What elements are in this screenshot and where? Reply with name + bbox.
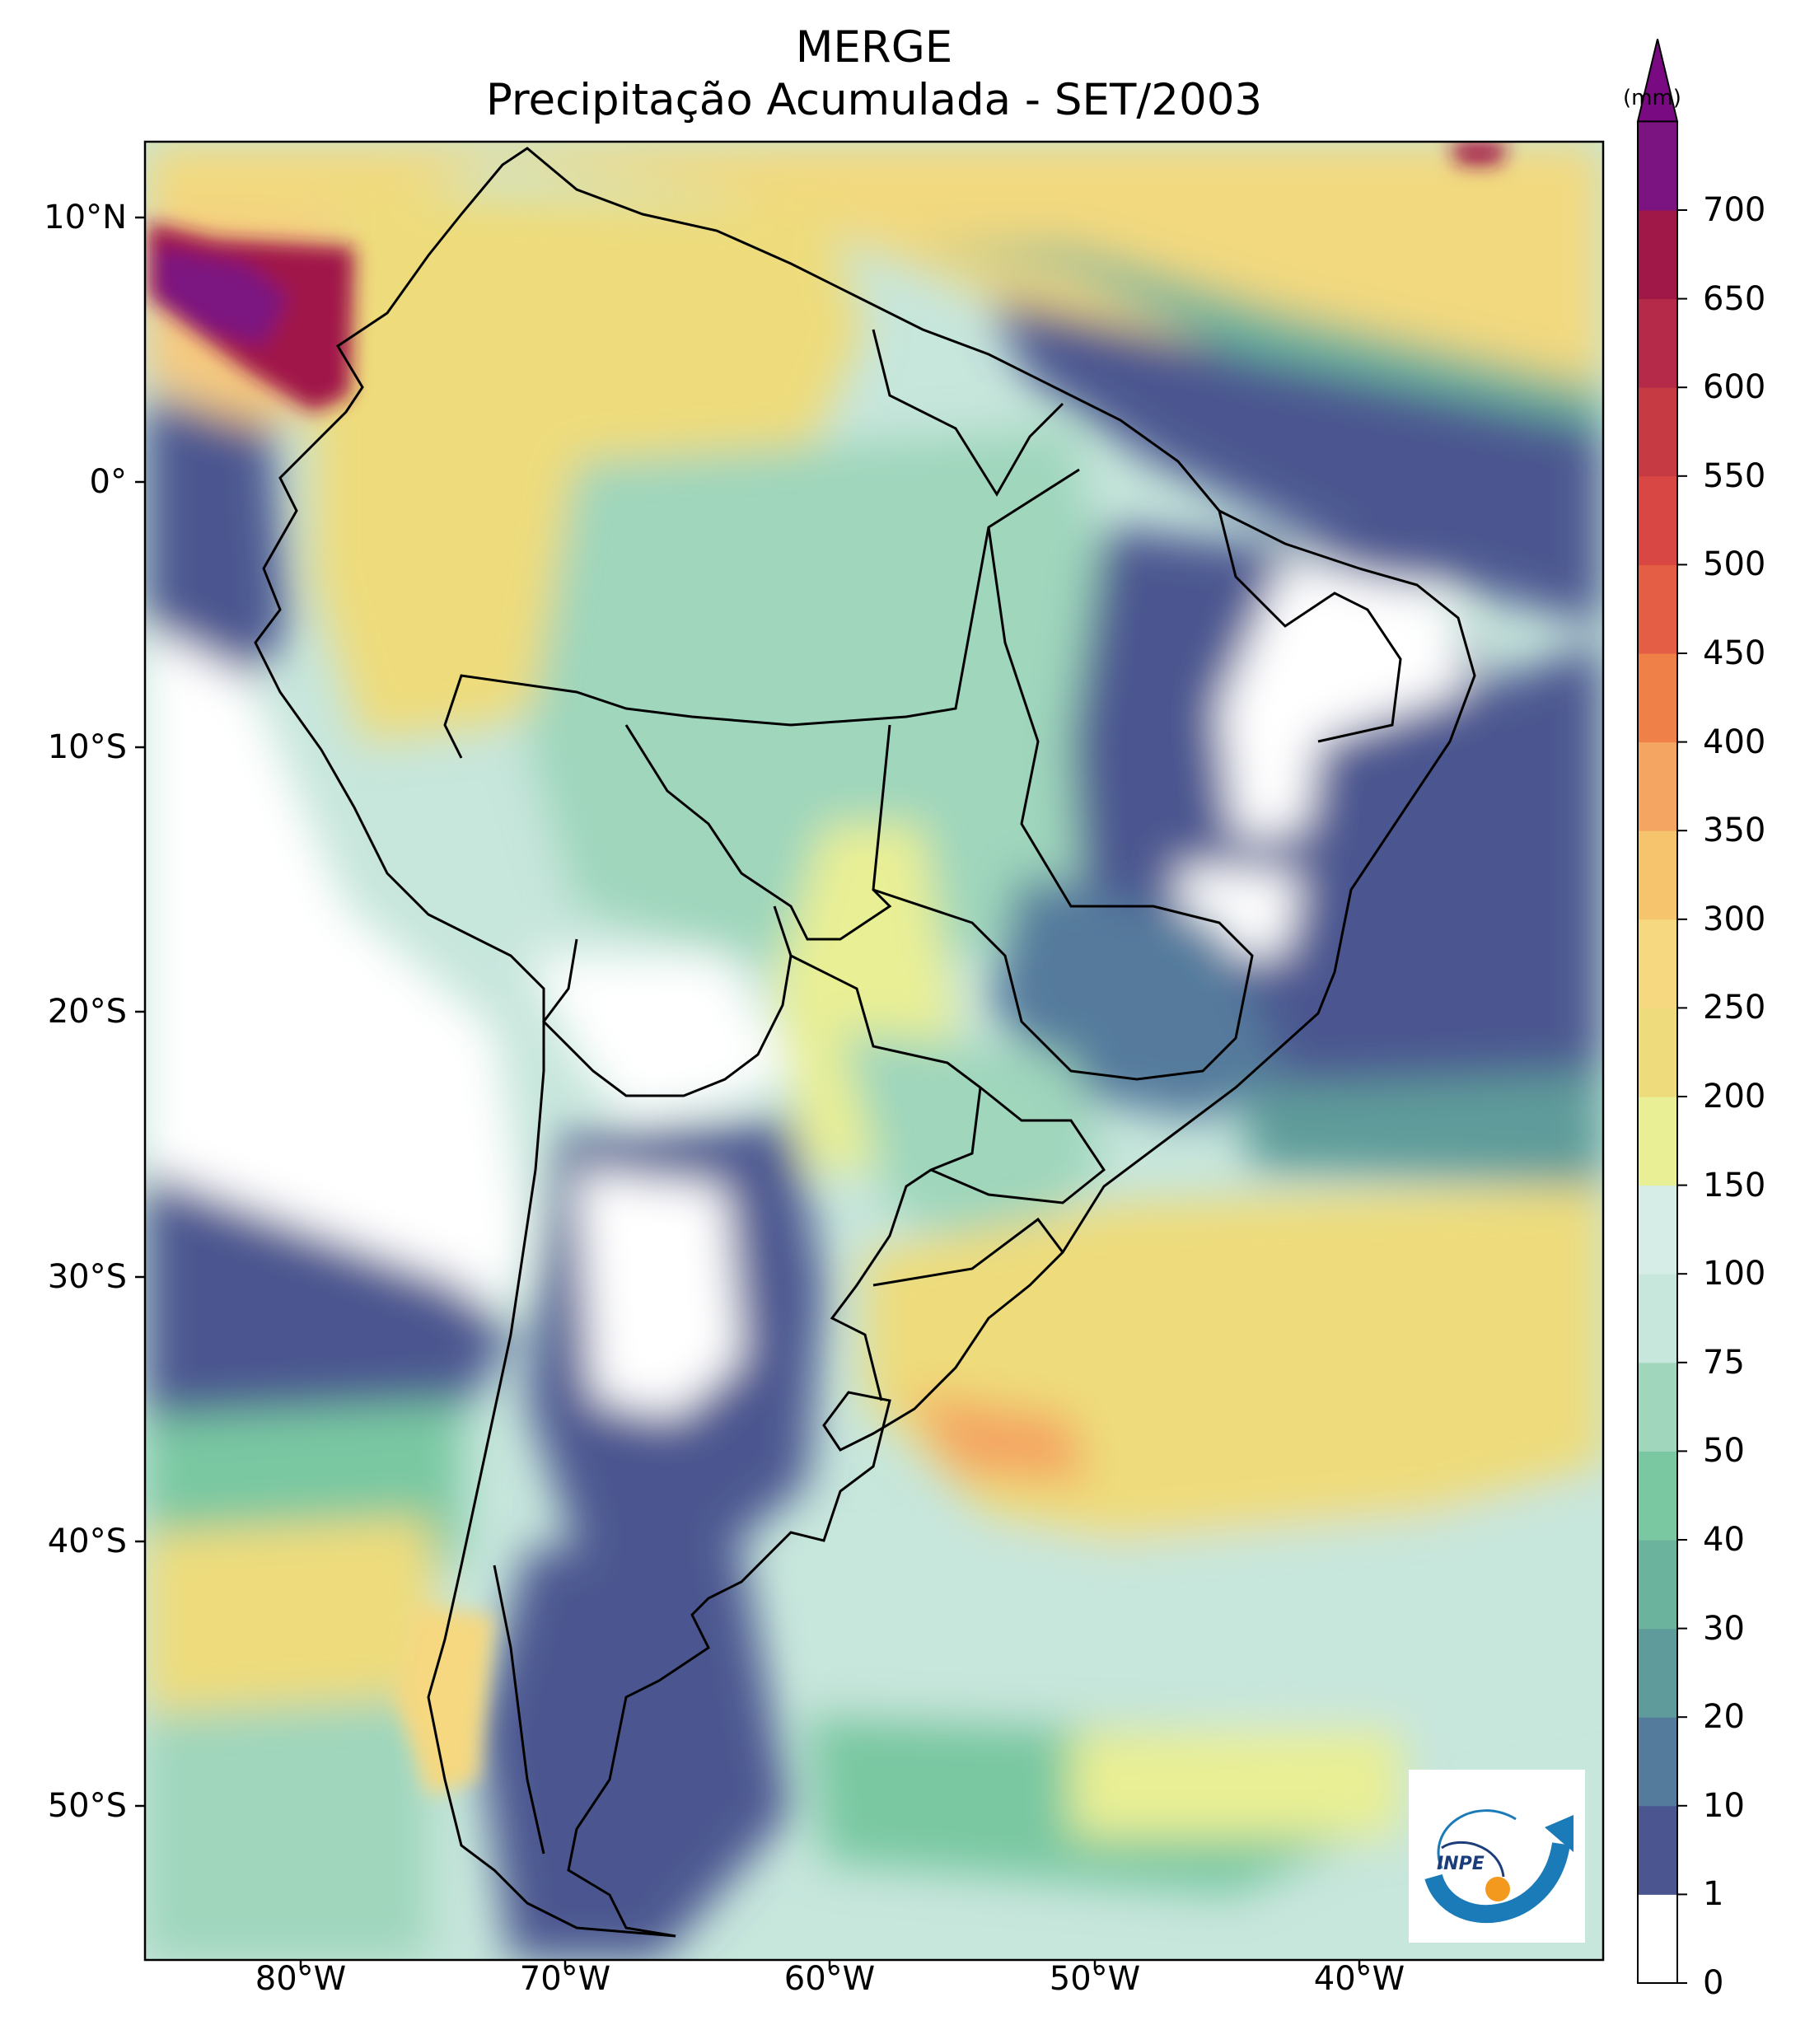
lon-label: 40°W — [1313, 1960, 1405, 1998]
colorbar-bin — [1638, 1540, 1677, 1630]
lat-label: 30°S — [47, 1258, 127, 1296]
coastlines-borders — [254, 147, 1476, 1938]
lat-label: 50°S — [47, 1787, 127, 1825]
colorbar-bin — [1638, 1894, 1677, 1984]
colorbar-bin — [1638, 210, 1677, 300]
colorbar-bin — [1638, 475, 1677, 565]
colorbar-bin — [1638, 1274, 1677, 1363]
colorbar-bin — [1638, 1097, 1677, 1186]
colorbar-bin — [1638, 564, 1677, 654]
lat-label: 10°S — [47, 728, 127, 766]
colorbar-label: 700 — [1703, 191, 1766, 229]
lon-label: 50°W — [1049, 1960, 1141, 1998]
colorbar-bin — [1638, 830, 1677, 920]
colorbar-label: 50 — [1703, 1432, 1745, 1471]
colorbar-label: 0 — [1703, 1964, 1724, 2002]
colorbar-label: 650 — [1703, 279, 1766, 318]
colorbar-bin — [1638, 298, 1677, 388]
colorbar-label: 1 — [1703, 1875, 1724, 1914]
colorbar-label: 150 — [1703, 1166, 1766, 1204]
colorbar-bin — [1638, 387, 1677, 477]
precipitation-field — [145, 142, 1603, 1960]
lat-label: 10°N — [44, 199, 127, 236]
map-frame — [143, 140, 1605, 1962]
colorbar-label: 600 — [1703, 368, 1766, 407]
colorbar-label: 500 — [1703, 545, 1766, 584]
inpe-logo-icon — [1424, 1809, 1574, 1924]
lat-label: 0° — [89, 463, 127, 501]
colorbar-label: 400 — [1703, 723, 1766, 761]
lon-label: 60°W — [783, 1960, 876, 1998]
colorbar-bin — [1638, 1451, 1677, 1541]
map-title: MERGE — [795, 22, 953, 72]
inpe-logo: INPE — [1409, 1770, 1585, 1943]
colorbar-bin — [1638, 1628, 1677, 1718]
colorbar-label: 10 — [1703, 1786, 1745, 1825]
colorbar-label: 350 — [1703, 812, 1766, 850]
colorbar-bin — [1638, 1717, 1677, 1807]
colorbar-bin — [1638, 653, 1677, 743]
colorbar-bin — [1638, 1362, 1677, 1452]
colorbar-label: 300 — [1703, 900, 1766, 938]
colorbar-bin — [1638, 1008, 1677, 1097]
colorbar-bin — [1638, 741, 1677, 831]
colorbar — [1636, 39, 1687, 1984]
colorbar-label: 100 — [1703, 1255, 1766, 1293]
colorbar-label: 550 — [1703, 456, 1766, 495]
colorbar-frame — [1637, 121, 1678, 1984]
colorbar-unit: (mm) — [1623, 86, 1681, 110]
colorbar-label: 30 — [1703, 1609, 1745, 1648]
colorbar-bin — [1638, 1185, 1677, 1275]
colorbar-label: 200 — [1703, 1078, 1766, 1116]
colorbar-bin — [1638, 1805, 1677, 1895]
colorbar-extend-arrow — [1636, 39, 1679, 123]
lon-label: 80°W — [255, 1960, 347, 1998]
colorbar-bin — [1638, 121, 1677, 211]
map-subtitle: Precipitação Acumulada - SET/2003 — [485, 75, 1263, 125]
lat-label: 20°S — [47, 993, 127, 1031]
lon-label: 70°W — [519, 1960, 611, 1998]
colorbar-bin — [1638, 919, 1677, 1008]
colorbar-label: 250 — [1703, 989, 1766, 1027]
logo-text: INPE — [1437, 1854, 1485, 1874]
colorbar-label: 40 — [1703, 1521, 1745, 1559]
axis-ticks — [135, 216, 1361, 1970]
colorbar-label: 75 — [1703, 1343, 1745, 1382]
colorbar-label: 450 — [1703, 634, 1766, 672]
lat-label: 40°S — [47, 1522, 127, 1560]
colorbar-label: 20 — [1703, 1698, 1745, 1737]
